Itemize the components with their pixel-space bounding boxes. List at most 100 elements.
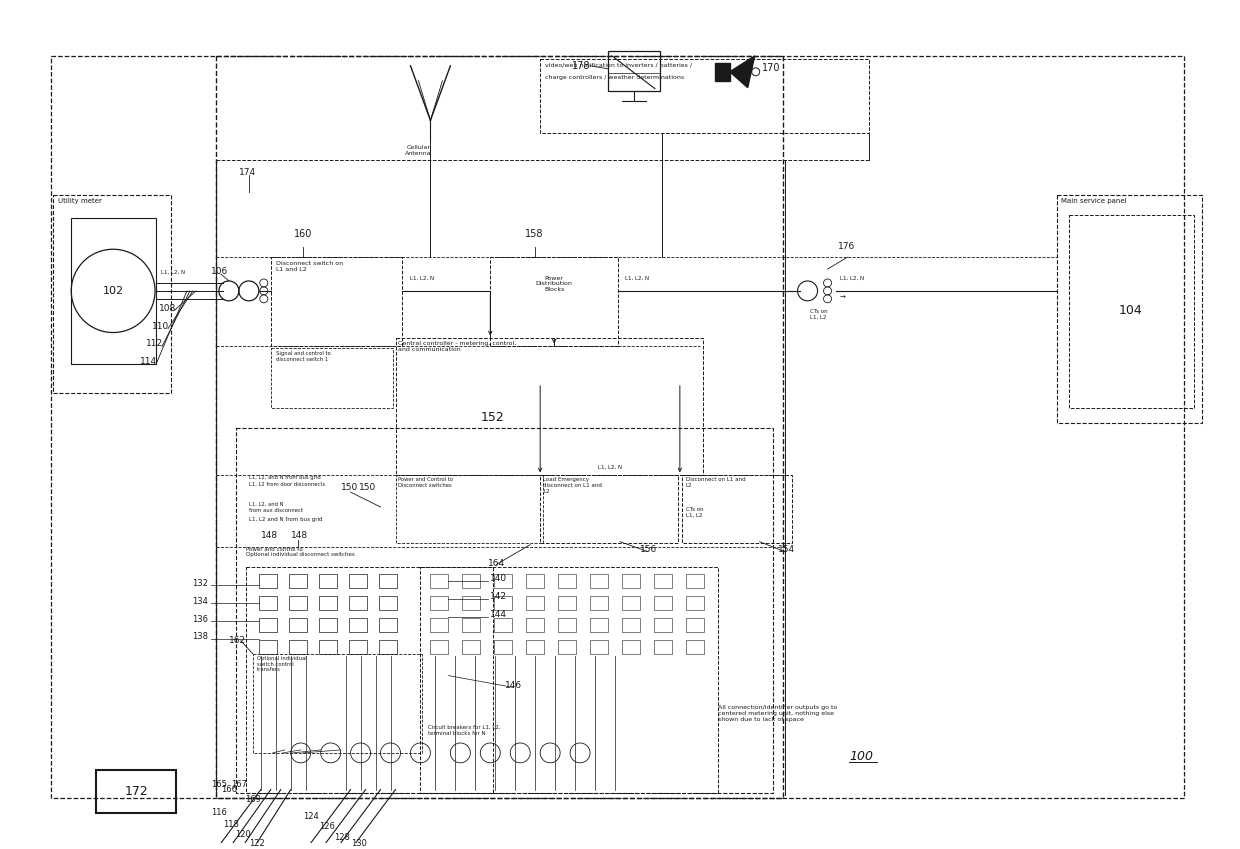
Bar [541, 59, 869, 133]
Bar [1069, 215, 1194, 408]
Text: 124: 124 [303, 812, 319, 821]
Text: 118: 118 [223, 820, 239, 829]
Bar [420, 566, 718, 793]
Text: 178: 178 [572, 61, 590, 70]
Text: 110: 110 [153, 322, 170, 330]
Text: 142: 142 [490, 592, 507, 601]
Bar [558, 596, 577, 610]
Bar [289, 618, 306, 632]
Bar [463, 596, 480, 610]
Text: 128: 128 [334, 833, 350, 841]
Polygon shape [730, 56, 755, 87]
Bar [289, 640, 306, 654]
Bar [608, 51, 660, 91]
Text: 158: 158 [526, 229, 543, 239]
Bar [686, 596, 704, 610]
Text: 166: 166 [221, 784, 237, 794]
Bar [319, 618, 336, 632]
Text: 126: 126 [319, 822, 335, 831]
Text: 122: 122 [249, 839, 264, 847]
Bar [319, 575, 336, 588]
Text: 144: 144 [490, 610, 507, 619]
Text: 106: 106 [211, 267, 228, 276]
Bar [653, 618, 672, 632]
Bar [682, 475, 791, 543]
Text: 100: 100 [849, 750, 873, 763]
Text: All connection/identifier outputs go to
centered metering unit, nothing else
sho: All connection/identifier outputs go to … [718, 706, 837, 722]
Text: 132: 132 [192, 579, 208, 588]
Bar [259, 640, 277, 654]
Text: Load Emergency
disconnect on L1 and
L2: Load Emergency disconnect on L1 and L2 [543, 477, 603, 494]
Bar [558, 618, 577, 632]
Bar [53, 194, 171, 393]
Text: Power
Distribution
Blocks: Power Distribution Blocks [536, 276, 573, 292]
Bar [396, 339, 703, 475]
Text: 134: 134 [192, 597, 208, 605]
Text: →: → [839, 295, 846, 301]
Text: 114: 114 [140, 357, 157, 366]
Text: Optional individual
switch control
transfers: Optional individual switch control trans… [257, 655, 306, 672]
Bar [270, 257, 403, 346]
Text: CTs on
L1, L2: CTs on L1, L2 [686, 507, 703, 518]
Text: 108: 108 [159, 304, 176, 312]
Text: L1, L2, N: L1, L2, N [598, 464, 622, 469]
Bar [526, 575, 544, 588]
Bar [463, 575, 480, 588]
Bar [526, 596, 544, 610]
Bar [348, 618, 367, 632]
Bar [378, 575, 397, 588]
Bar [51, 56, 1184, 797]
Bar [259, 618, 277, 632]
Bar [348, 575, 367, 588]
Text: 169: 169 [244, 795, 260, 803]
Bar [495, 618, 512, 632]
Bar [622, 640, 640, 654]
Bar [253, 654, 423, 753]
Bar [97, 770, 176, 813]
Bar [378, 640, 397, 654]
Bar [259, 596, 277, 610]
Text: 152: 152 [480, 411, 505, 424]
Bar [541, 475, 678, 543]
Text: 116: 116 [211, 808, 227, 817]
Text: 140: 140 [490, 574, 507, 583]
Text: 162: 162 [229, 636, 246, 645]
Bar [686, 618, 704, 632]
Bar [526, 640, 544, 654]
Bar [686, 575, 704, 588]
Bar [590, 596, 608, 610]
Text: 150: 150 [358, 483, 376, 492]
Bar [319, 596, 336, 610]
Text: 148: 148 [260, 531, 278, 540]
Text: 138: 138 [192, 633, 208, 641]
Text: Utility meter: Utility meter [58, 198, 102, 204]
Text: L1, L2, N: L1, L2, N [161, 270, 185, 275]
Text: Disconnect switch on
L1 and L2: Disconnect switch on L1 and L2 [275, 261, 343, 272]
Text: Circuit breakers for L1, L2,
terminal blocks for N: Circuit breakers for L1, L2, terminal bl… [429, 725, 501, 736]
Text: L1, L2, and N from bus grid: L1, L2, and N from bus grid [249, 475, 321, 481]
Bar [378, 596, 397, 610]
Text: 154: 154 [777, 545, 795, 554]
Text: 170: 170 [761, 63, 780, 73]
Text: CTs on
L1, L2: CTs on L1, L2 [810, 309, 827, 319]
Bar [348, 596, 367, 610]
Bar [430, 618, 449, 632]
Text: 136: 136 [192, 615, 208, 623]
Bar [463, 618, 480, 632]
Bar [590, 618, 608, 632]
Bar [216, 56, 782, 797]
Bar [490, 257, 618, 346]
Bar [236, 428, 773, 793]
Bar [495, 640, 512, 654]
Bar [463, 640, 480, 654]
Bar [558, 575, 577, 588]
Bar [622, 596, 640, 610]
Text: 150: 150 [341, 483, 358, 492]
Text: 102: 102 [103, 286, 124, 296]
Bar [495, 575, 512, 588]
Text: L1, L2, N: L1, L2, N [625, 276, 649, 281]
Bar [526, 618, 544, 632]
Text: 172: 172 [124, 785, 148, 798]
Text: 104: 104 [1118, 304, 1143, 318]
Text: 120: 120 [234, 829, 250, 839]
